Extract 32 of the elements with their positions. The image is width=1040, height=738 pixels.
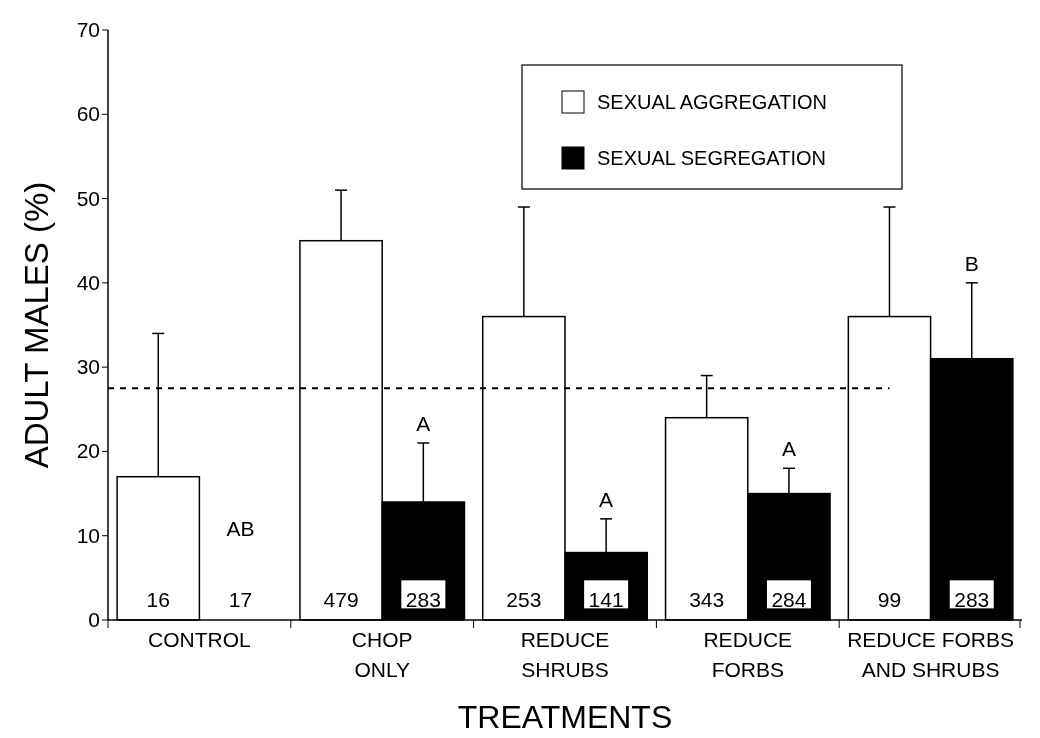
x-tick-label: CONTROL xyxy=(148,628,251,651)
x-axis-title: TREATMENTS xyxy=(457,699,673,735)
annotation: 253 xyxy=(506,588,542,612)
y-tick-label: 70 xyxy=(76,18,100,41)
annotation: 17 xyxy=(228,588,253,612)
annotation: 284 xyxy=(771,588,807,612)
y-tick-label: 30 xyxy=(76,355,100,379)
annotation: A xyxy=(599,487,614,511)
y-tick-label: 10 xyxy=(76,523,100,547)
annotation: 283 xyxy=(405,588,441,612)
annotation: AB xyxy=(226,516,255,540)
annotation: 479 xyxy=(323,588,359,612)
y-axis-title: ADULT MALES (%) xyxy=(18,181,55,469)
annotation: 141 xyxy=(588,588,624,612)
x-tick-label: CHOP ONLY xyxy=(351,628,413,681)
y-tick-label: 40 xyxy=(76,270,100,294)
y-tick-label: 50 xyxy=(76,186,100,210)
y-tick-label: 60 xyxy=(76,102,100,126)
annotation: 16 xyxy=(146,588,170,612)
y-tick-label: 20 xyxy=(76,439,100,463)
y-tick-label: 0 xyxy=(88,608,100,631)
annotation: 99 xyxy=(877,588,902,612)
annotation: A xyxy=(416,412,431,435)
annotation: 283 xyxy=(954,588,990,612)
x-tick-label: REDUCE FORBS AND SHRUBS xyxy=(847,628,1015,681)
legend-label: SEXUAL SEGREGATION xyxy=(597,147,826,169)
x-tick-label: REDUCE SHRUBS xyxy=(520,628,610,681)
legend-label: SEXUAL AGGREGATION xyxy=(597,91,828,113)
annotation: A xyxy=(781,437,796,461)
text: B xyxy=(964,251,979,275)
x-tick-label: REDUCE FORBS xyxy=(703,628,793,681)
annotation: 343 xyxy=(689,588,725,612)
